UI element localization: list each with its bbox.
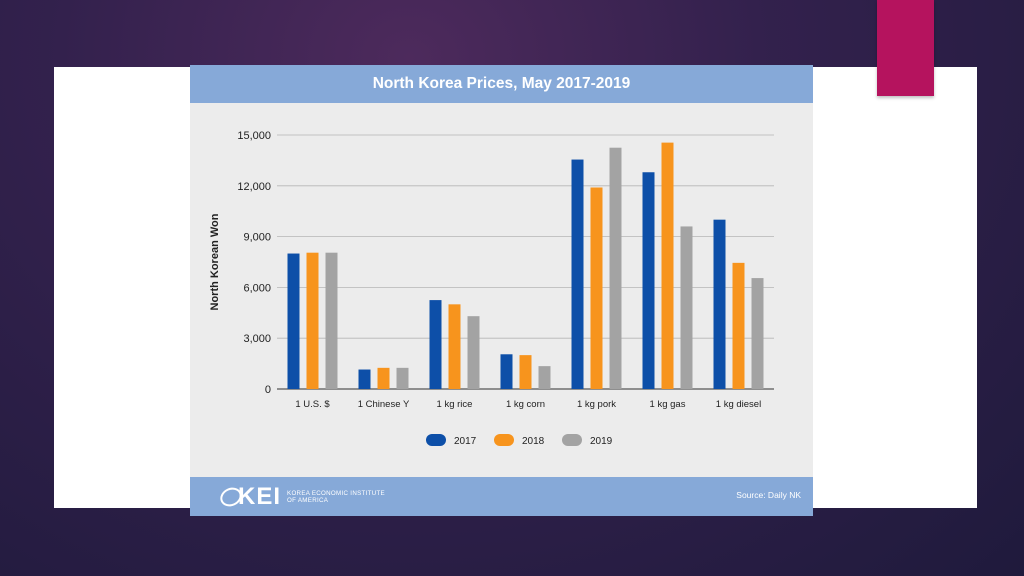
y-tick-label: 12,000 xyxy=(237,181,271,193)
y-tick-label: 6,000 xyxy=(243,282,271,294)
y-tick-label: 0 xyxy=(265,384,271,396)
legend-label: 2018 xyxy=(522,436,545,447)
legend-swatch xyxy=(494,434,514,446)
y-axis-label: North Korean Won xyxy=(209,213,221,310)
x-tick-label: 1 Chinese Y xyxy=(358,399,410,410)
bar xyxy=(751,278,764,389)
chart-figure: North Korea Prices, May 2017-2019 0 3,000… xyxy=(190,65,813,516)
bar xyxy=(358,369,371,389)
bar xyxy=(500,354,513,389)
x-tick-label: 1 kg rice xyxy=(437,399,473,410)
legend-label: 2017 xyxy=(454,436,477,447)
bar xyxy=(590,187,603,389)
bar xyxy=(732,262,745,389)
y-tick-label: 3,000 xyxy=(243,333,271,345)
chart-header: North Korea Prices, May 2017-2019 xyxy=(190,65,813,103)
source-note: Source: Daily NK xyxy=(736,490,801,500)
y-tick-label: 15,000 xyxy=(237,130,271,142)
bar xyxy=(325,252,338,389)
chart-footer: KEI KOREA ECONOMIC INSTITUTE OF AMERICA … xyxy=(190,477,813,516)
x-tick-label: 1 kg diesel xyxy=(716,399,761,410)
bar-chart: 0 3,000 6,000 9,000 12,000 15,000 North Korean… xyxy=(209,130,774,447)
kei-logo-name: KOREA ECONOMIC INSTITUTE OF AMERICA xyxy=(287,489,385,505)
bar xyxy=(713,219,726,389)
bar xyxy=(609,147,622,389)
bar xyxy=(661,142,674,389)
bar xyxy=(429,300,442,389)
legend-label: 2019 xyxy=(590,436,613,447)
bar xyxy=(571,159,584,389)
x-tick-label: 1 kg pork xyxy=(577,399,616,410)
chart-title: North Korea Prices, May 2017-2019 xyxy=(372,75,631,92)
kei-logo-mark: KEI xyxy=(217,483,281,511)
bar xyxy=(287,253,300,389)
legend-swatch xyxy=(562,434,582,446)
y-tick-label: 9,000 xyxy=(243,232,271,244)
bar xyxy=(448,304,461,389)
bar xyxy=(306,252,319,389)
bar xyxy=(519,355,532,389)
x-tick-label: 1 kg gas xyxy=(650,399,686,410)
kei-logo: KEI KOREA ECONOMIC INSTITUTE OF AMERICA xyxy=(217,483,385,511)
legend-swatch xyxy=(426,434,446,446)
bar xyxy=(680,226,693,389)
x-tick-label: 1 kg corn xyxy=(506,399,545,410)
bar xyxy=(538,366,551,389)
bar xyxy=(642,172,655,389)
bar xyxy=(377,367,390,389)
bar xyxy=(396,367,409,389)
bar xyxy=(467,316,480,389)
accent-bar xyxy=(877,0,934,96)
x-tick-label: 1 U.S. $ xyxy=(295,399,330,410)
